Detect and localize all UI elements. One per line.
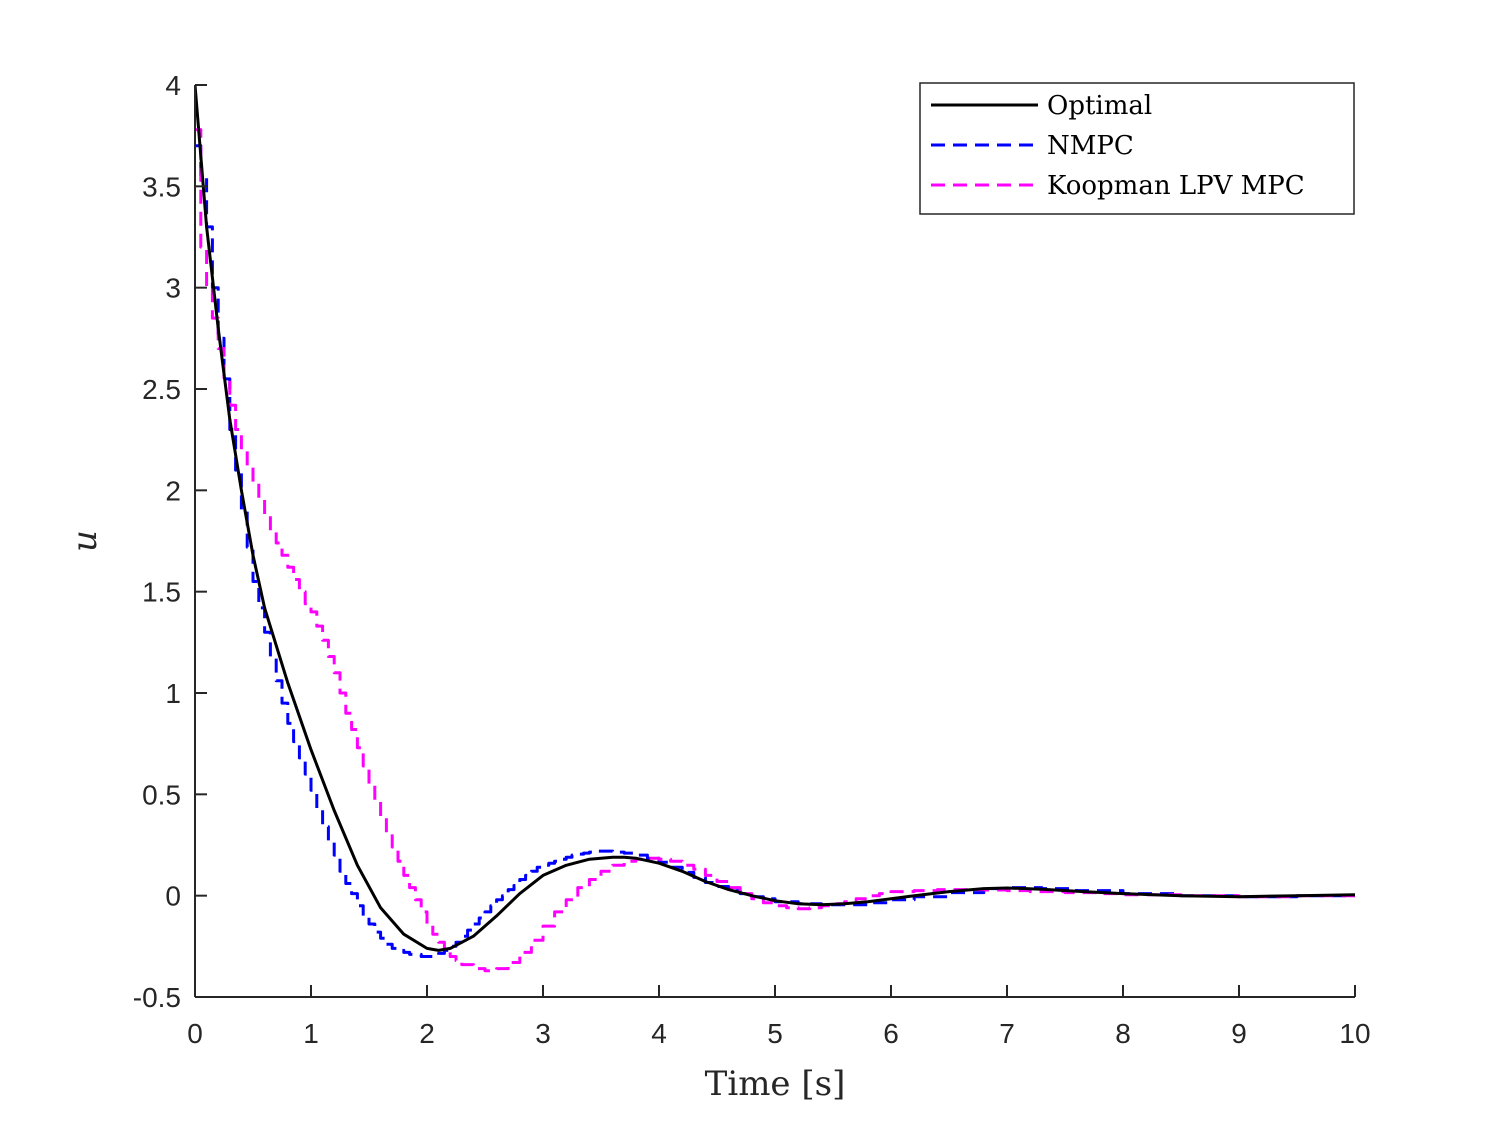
y-tick-label: 1.5: [142, 577, 181, 608]
x-tick-label: 3: [535, 1018, 551, 1049]
x-tick-label: 4: [651, 1018, 667, 1049]
x-tick-label: 9: [1231, 1018, 1247, 1049]
legend-label: Optimal: [1047, 91, 1152, 121]
x-tick-label: 8: [1115, 1018, 1131, 1049]
x-tick-label: 2: [419, 1018, 435, 1049]
y-axis-title: u: [65, 530, 105, 552]
x-tick-label: 7: [999, 1018, 1015, 1049]
y-tick-label: 0: [165, 881, 181, 912]
y-tick-label: 3.5: [142, 171, 181, 202]
x-tick-label: 0: [187, 1018, 203, 1049]
x-tick-label: 1: [303, 1018, 319, 1049]
legend-label: NMPC: [1047, 131, 1134, 161]
plot-area: [195, 85, 1355, 973]
y-tick-label: 4: [165, 70, 181, 101]
legend-label: Koopman LPV MPC: [1047, 171, 1305, 201]
series-line-optimal: [195, 85, 1355, 952]
legend: Optimal NMPC Koopman LPV MPC: [919, 82, 1355, 215]
y-tick-label: 2.5: [142, 374, 181, 405]
series-line-nmpc: [195, 144, 1355, 958]
y-tick-label: 2: [165, 475, 181, 506]
y-tick-label: 0.5: [142, 779, 181, 810]
y-tick-label: 1: [165, 678, 181, 709]
x-axis-title: Time [s]: [705, 1064, 846, 1104]
x-tick-label: 6: [883, 1018, 899, 1049]
x-tick-label: 5: [767, 1018, 783, 1049]
y-tick-label: 3: [165, 273, 181, 304]
y-tick-label: -0.5: [133, 982, 181, 1013]
series-line-koopman-lpv-mpc: [195, 128, 1355, 973]
x-tick-label: 10: [1339, 1018, 1370, 1049]
